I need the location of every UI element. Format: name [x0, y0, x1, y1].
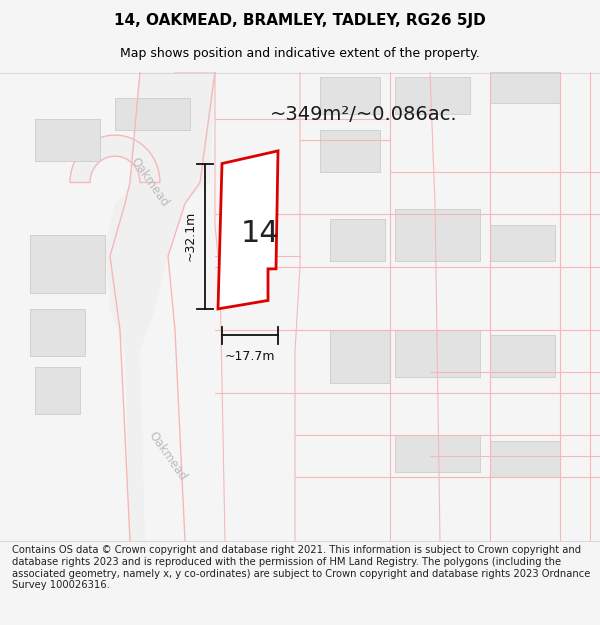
- Polygon shape: [320, 130, 380, 172]
- Polygon shape: [70, 135, 160, 182]
- Polygon shape: [30, 309, 85, 356]
- Polygon shape: [395, 77, 470, 114]
- Polygon shape: [35, 367, 80, 414]
- Polygon shape: [218, 151, 278, 309]
- Text: Map shows position and indicative extent of the property.: Map shows position and indicative extent…: [120, 48, 480, 61]
- Polygon shape: [395, 435, 480, 472]
- Text: Contains OS data © Crown copyright and database right 2021. This information is : Contains OS data © Crown copyright and d…: [12, 545, 590, 590]
- Text: ~349m²/~0.086ac.: ~349m²/~0.086ac.: [270, 104, 458, 124]
- Polygon shape: [490, 441, 560, 478]
- Polygon shape: [330, 219, 385, 261]
- Polygon shape: [490, 224, 555, 261]
- Polygon shape: [395, 330, 480, 378]
- Polygon shape: [35, 119, 100, 161]
- Polygon shape: [30, 235, 105, 293]
- Polygon shape: [490, 335, 555, 378]
- Text: 14: 14: [241, 219, 280, 248]
- Text: Oakmead: Oakmead: [146, 429, 190, 483]
- Polygon shape: [490, 72, 560, 104]
- Polygon shape: [395, 209, 480, 261]
- Polygon shape: [330, 330, 390, 382]
- Polygon shape: [105, 72, 215, 541]
- Text: Oakmead: Oakmead: [128, 156, 172, 209]
- Text: 14, OAKMEAD, BRAMLEY, TADLEY, RG26 5JD: 14, OAKMEAD, BRAMLEY, TADLEY, RG26 5JD: [114, 12, 486, 28]
- Polygon shape: [320, 77, 380, 114]
- Text: ~17.7m: ~17.7m: [225, 350, 275, 362]
- Text: ~32.1m: ~32.1m: [184, 211, 197, 261]
- Polygon shape: [115, 98, 190, 130]
